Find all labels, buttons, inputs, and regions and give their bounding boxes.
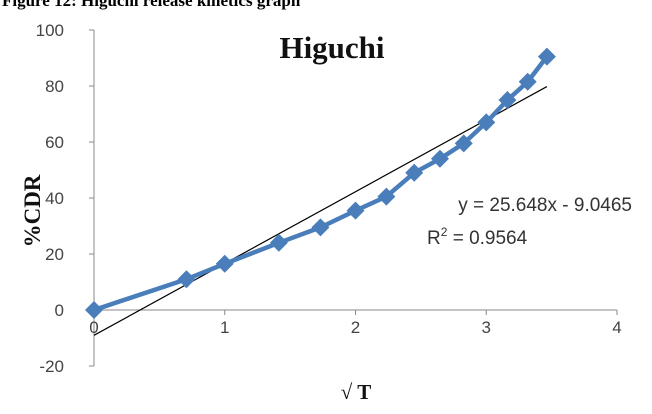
r2-value: = 0.9564 bbox=[447, 228, 527, 249]
x-tick-label: 4 bbox=[612, 318, 621, 337]
y-tick-label: 100 bbox=[36, 21, 64, 40]
data-point bbox=[177, 270, 196, 289]
x-tick-label: 0 bbox=[89, 318, 98, 337]
x-tick-label: 2 bbox=[351, 318, 360, 337]
data-point bbox=[269, 233, 288, 252]
series-layer bbox=[85, 47, 556, 319]
data-point bbox=[377, 187, 396, 206]
y-tick-label: 60 bbox=[45, 133, 64, 152]
y-tick-label: 40 bbox=[45, 189, 64, 208]
data-point bbox=[215, 254, 234, 273]
y-tick-label: 80 bbox=[45, 77, 64, 96]
data-point bbox=[477, 113, 496, 132]
data-point bbox=[311, 218, 330, 237]
data-point bbox=[537, 47, 556, 66]
trendline-equation: y = 25.648x - 9.0465 bbox=[458, 195, 632, 216]
y-tick-label: 0 bbox=[55, 301, 64, 320]
tick-labels: 100 80 60 40 20 0 -20 0 1 2 3 4 bbox=[36, 21, 622, 376]
x-tick-label: 1 bbox=[220, 318, 229, 337]
data-point bbox=[518, 72, 537, 91]
data-point bbox=[346, 201, 365, 220]
trendline bbox=[93, 86, 548, 336]
data-point bbox=[498, 91, 517, 109]
series-line bbox=[93, 55, 549, 313]
data-point bbox=[454, 134, 473, 153]
y-axis-label: %CDR bbox=[20, 174, 45, 247]
chart-title: Higuchi bbox=[279, 30, 384, 65]
trendline-layer bbox=[93, 86, 548, 336]
x-tick-label: 3 bbox=[482, 318, 491, 337]
r2-symbol: R bbox=[427, 228, 441, 249]
y-tick-label: -20 bbox=[39, 357, 64, 376]
x-axis-label: √ T bbox=[341, 380, 371, 404]
data-point bbox=[85, 301, 103, 319]
y-tick-label: 20 bbox=[45, 245, 64, 264]
r2-exponent: 2 bbox=[441, 225, 448, 239]
r-squared-label: R2 = 0.9564 bbox=[427, 225, 528, 249]
figure-caption: Figure 12: Higuchi release kinetics grap… bbox=[2, 0, 301, 10]
data-point bbox=[405, 163, 424, 182]
data-point bbox=[430, 149, 449, 168]
